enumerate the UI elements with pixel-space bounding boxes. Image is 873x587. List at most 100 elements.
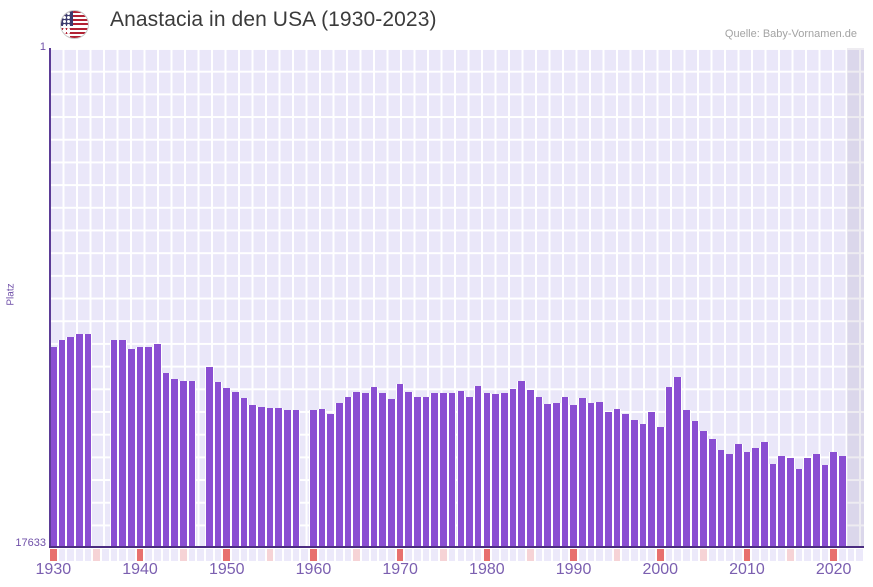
bar[interactable] <box>439 393 448 548</box>
bar[interactable] <box>456 391 466 548</box>
bar[interactable] <box>829 451 838 548</box>
bar[interactable] <box>179 380 188 548</box>
bar[interactable] <box>57 339 67 548</box>
bar[interactable] <box>127 349 136 548</box>
bar[interactable] <box>83 333 93 548</box>
bar[interactable] <box>361 393 370 548</box>
tick-cell <box>413 549 422 561</box>
bar[interactable] <box>655 426 665 548</box>
bar[interactable] <box>265 407 275 548</box>
bar[interactable] <box>837 455 847 548</box>
bar[interactable] <box>638 423 648 548</box>
bar[interactable] <box>777 455 786 548</box>
bar[interactable] <box>673 377 682 548</box>
bar[interactable] <box>811 453 821 548</box>
bar[interactable] <box>465 396 474 548</box>
bar[interactable] <box>491 394 500 548</box>
bar[interactable] <box>447 393 457 548</box>
bar[interactable] <box>326 413 336 548</box>
bar[interactable] <box>309 409 318 548</box>
bar[interactable] <box>595 401 604 548</box>
bar[interactable] <box>612 408 622 548</box>
bar[interactable] <box>725 454 734 548</box>
bar[interactable] <box>690 420 700 548</box>
bar[interactable] <box>621 414 630 548</box>
bar[interactable] <box>534 397 544 548</box>
bar[interactable] <box>430 392 440 548</box>
tick-cell <box>647 549 656 561</box>
bar[interactable] <box>369 386 379 548</box>
bar[interactable] <box>395 384 405 548</box>
bar[interactable] <box>560 396 570 548</box>
bar[interactable] <box>586 403 596 548</box>
bar[interactable] <box>716 450 726 548</box>
bar[interactable] <box>785 457 795 548</box>
x-axis-tick-label: 2000 <box>642 561 679 578</box>
tick-cell-half-decade <box>525 549 535 561</box>
bar[interactable] <box>629 420 639 548</box>
bar[interactable] <box>499 392 509 548</box>
bar[interactable] <box>248 404 258 548</box>
bar[interactable] <box>343 397 353 548</box>
bar[interactable] <box>517 380 526 548</box>
bar[interactable] <box>681 410 691 548</box>
bar[interactable] <box>291 410 301 548</box>
bar[interactable] <box>768 463 778 548</box>
bar[interactable] <box>742 451 752 548</box>
bar[interactable] <box>482 392 492 548</box>
bar[interactable] <box>759 441 769 548</box>
bar[interactable] <box>118 340 128 548</box>
tick-cell <box>248 549 258 561</box>
bar[interactable] <box>577 398 587 548</box>
bar[interactable] <box>274 407 284 548</box>
bar[interactable] <box>335 402 344 548</box>
tick-cell <box>534 549 544 561</box>
bar[interactable] <box>707 438 717 548</box>
bar[interactable] <box>170 379 180 548</box>
bar[interactable] <box>794 468 804 548</box>
bar[interactable] <box>699 430 708 548</box>
bar[interactable] <box>283 410 292 548</box>
bar[interactable] <box>751 448 760 548</box>
bar[interactable] <box>647 411 656 548</box>
tick-cell-decade <box>655 549 665 561</box>
bar[interactable] <box>66 336 75 548</box>
bar[interactable] <box>161 372 171 548</box>
bar[interactable] <box>352 392 362 548</box>
bar[interactable] <box>317 409 327 548</box>
bar[interactable] <box>239 398 249 548</box>
bar[interactable] <box>187 380 197 548</box>
bar[interactable] <box>508 388 518 548</box>
bar[interactable] <box>153 344 162 548</box>
tick-cell <box>543 549 552 561</box>
bar[interactable] <box>413 397 422 548</box>
bar[interactable] <box>551 402 561 548</box>
tick-cell <box>291 549 301 561</box>
tick-cell <box>153 549 162 561</box>
bar[interactable] <box>569 404 578 548</box>
bar[interactable] <box>231 391 240 548</box>
bar[interactable] <box>144 347 154 548</box>
bar[interactable] <box>820 465 830 548</box>
bar[interactable] <box>257 407 266 548</box>
bar[interactable] <box>378 393 388 548</box>
bar[interactable] <box>543 404 552 548</box>
bar[interactable] <box>664 386 674 548</box>
bar[interactable] <box>803 458 812 548</box>
bar[interactable] <box>404 392 414 548</box>
bar[interactable] <box>733 444 743 548</box>
tick-cell <box>491 549 500 561</box>
tick-cell <box>170 549 180 561</box>
bar[interactable] <box>387 398 396 548</box>
bar[interactable] <box>135 347 145 548</box>
bar[interactable] <box>222 387 232 548</box>
bar[interactable] <box>109 340 119 548</box>
tick-cell <box>66 549 75 561</box>
bar[interactable] <box>421 397 431 548</box>
bar[interactable] <box>205 367 214 548</box>
bar[interactable] <box>525 390 535 548</box>
bar[interactable] <box>75 333 84 548</box>
bar[interactable] <box>603 411 613 548</box>
bar[interactable] <box>213 382 223 548</box>
bar[interactable] <box>473 386 483 548</box>
